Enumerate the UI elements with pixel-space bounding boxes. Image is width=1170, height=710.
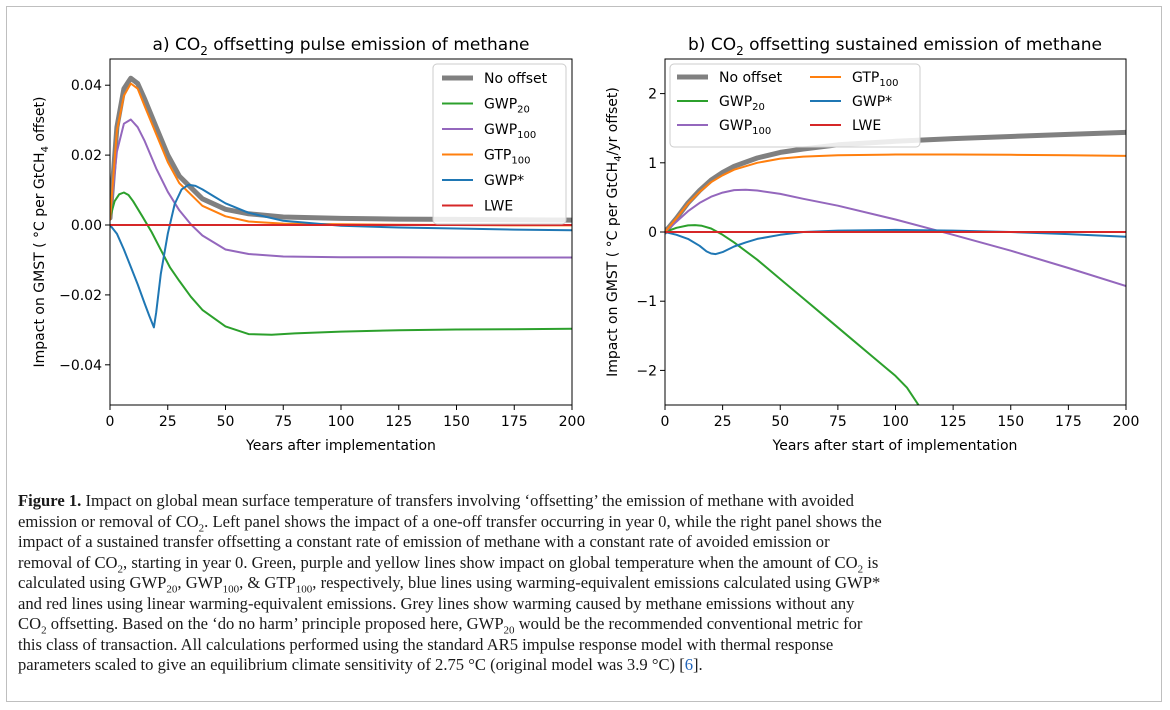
panel-a: a) CO2 offsetting pulse emission of meth… <box>32 35 585 454</box>
series-line-gtp100 <box>665 153 1126 233</box>
x-tick-label: 0 <box>106 414 115 430</box>
x-tick-label: 50 <box>217 414 235 430</box>
caption-line: Impact on global mean surface temperatur… <box>81 491 854 510</box>
caption-line: parameters scaled to give an equilibrium… <box>18 655 685 674</box>
panel-b-lines <box>665 129 1126 405</box>
panel-a-ylabel: Impact on GMST ( °C per GtCH4 offset) <box>32 97 51 368</box>
caption-line: , respectively, blue lines using warming… <box>312 573 881 592</box>
caption-line: , & GTP <box>239 573 296 592</box>
caption-line: and red lines using linear warming-equiv… <box>18 593 855 613</box>
y-tick-label: −2 <box>636 363 657 379</box>
x-tick-label: 25 <box>159 414 177 430</box>
x-tick-label: 200 <box>559 414 586 430</box>
caption-line: removal of CO <box>18 552 118 572</box>
caption-line: , GWP <box>177 573 223 592</box>
caption-sub: 100 <box>222 583 240 596</box>
figure-plots: a) CO2 offsetting pulse emission of meth… <box>32 35 1139 454</box>
caption-line: offsetting. Based on the ‘do no harm’ pr… <box>46 614 504 633</box>
panel-b-ylabel: Impact on GMST ( °C per GtCH4/yr offset) <box>605 87 624 377</box>
panel-a-xlabel: Years after implementation <box>245 438 436 454</box>
y-tick-label: 0 <box>648 225 657 241</box>
x-tick-label: 125 <box>940 414 967 430</box>
series-line-gwp20 <box>665 224 920 405</box>
caption-sub: 2 <box>857 562 864 575</box>
caption-sub: 2 <box>117 562 124 575</box>
legend-label: LWE <box>852 118 881 134</box>
series-line-no-offset <box>110 75 572 223</box>
caption-line: ]. <box>693 655 703 674</box>
series-line-gwp20 <box>110 191 572 336</box>
x-tick-label: 75 <box>829 414 847 430</box>
figure-caption: Figure 1. Impact on global mean surface … <box>18 491 1152 676</box>
legend-label: GWP* <box>484 173 524 189</box>
x-tick-label: 150 <box>997 414 1024 430</box>
caption-line: calculated using GWP <box>18 573 167 592</box>
panel-b-ticks: 0 25 50 75 100 125 150 175 200 −2 −1 0 1 2 <box>636 87 1139 430</box>
legend-label: GWP* <box>852 94 892 110</box>
caption-line: would be the recommended conventional me… <box>514 614 863 633</box>
x-tick-label: 0 <box>661 414 670 430</box>
panel-b: b) CO2 offsetting sustained emission of … <box>605 35 1139 454</box>
y-tick-label: −0.02 <box>59 288 102 304</box>
caption-line: this class of transaction. All calculati… <box>18 634 834 654</box>
y-tick-label: 0.00 <box>71 218 102 234</box>
x-tick-label: 150 <box>443 414 470 430</box>
y-tick-label: −1 <box>636 294 657 310</box>
caption-line: , starting in year 0. Green, purple and … <box>123 552 858 572</box>
panel-a-title: a) CO2 offsetting pulse emission of meth… <box>153 35 530 58</box>
y-tick-label: 1 <box>648 156 657 172</box>
x-tick-label: 100 <box>882 414 909 430</box>
x-tick-label: 100 <box>328 414 355 430</box>
panel-a-ticks: 0 25 50 75 100 125 150 175 200 −0.04 −0.02 0.00 0.02… <box>59 78 585 430</box>
caption-reference-link[interactable]: 6 <box>684 655 694 674</box>
legend-label: No offset <box>484 71 548 87</box>
x-tick-label: 125 <box>385 414 412 430</box>
caption-line: CO <box>18 614 42 633</box>
legend-label: No offset <box>719 70 783 86</box>
y-tick-label: 2 <box>648 87 657 103</box>
caption-sub: 20 <box>166 583 178 596</box>
x-tick-label: 50 <box>771 414 789 430</box>
legend-label: LWE <box>484 199 513 215</box>
panel-a-lines <box>110 75 572 336</box>
y-tick-label: −0.04 <box>59 358 102 374</box>
figure-frame <box>6 6 1162 702</box>
y-tick-label: 0.04 <box>71 78 102 94</box>
caption-line: is <box>863 552 879 572</box>
caption-sub: 20 <box>503 624 515 637</box>
caption-label: Figure 1. <box>18 491 82 510</box>
panel-b-title: b) CO2 offsetting sustained emission of … <box>688 35 1102 58</box>
y-tick-label: 0.02 <box>71 148 102 164</box>
panel-b-xlabel: Years after start of implementation <box>772 438 1018 454</box>
series-line-gwp100 <box>665 188 1126 287</box>
caption-sub: 100 <box>295 583 313 596</box>
x-tick-label: 175 <box>1055 414 1082 430</box>
legend-box <box>669 63 921 148</box>
x-tick-label: 200 <box>1113 414 1140 430</box>
series-line-gwp- <box>665 228 1126 256</box>
caption-line: emission or removal of CO <box>18 511 199 531</box>
caption-line: impact of a sustained transfer offsettin… <box>18 532 830 551</box>
caption-sub: 2 <box>41 624 47 637</box>
x-tick-label: 175 <box>501 414 528 430</box>
caption-line: . Left panel shows the impact of a one-o… <box>204 511 882 531</box>
x-tick-label: 25 <box>714 414 732 430</box>
caption-sub: 2 <box>198 521 205 534</box>
x-tick-label: 75 <box>274 414 292 430</box>
